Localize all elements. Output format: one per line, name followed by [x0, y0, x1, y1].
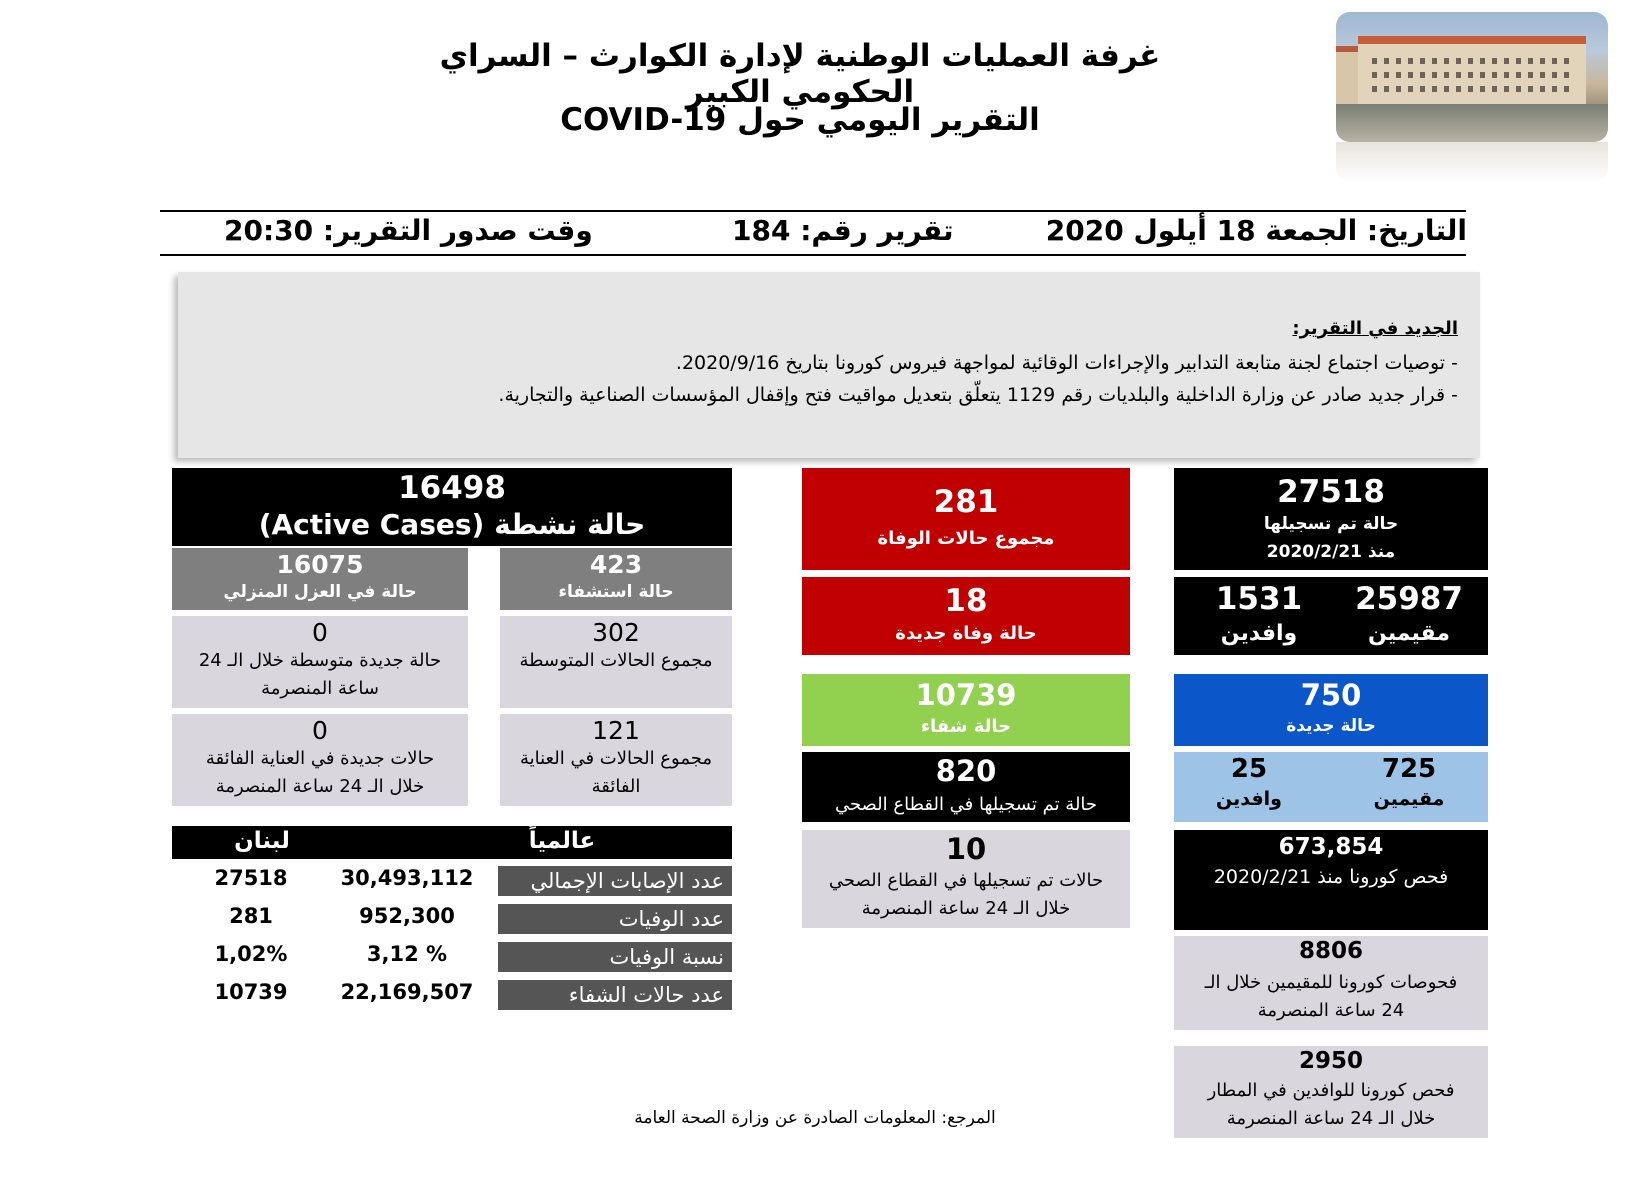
stats-row-global: 22,169,507 — [340, 980, 474, 1004]
health-sector-new-label: حالات تم تسجيلها في القطاع الصحي — [828, 870, 1104, 891]
news-title: الجديد في التقرير: — [1292, 318, 1458, 339]
new-cases-box: 750 حالة جديدة — [1174, 674, 1488, 746]
health-sector-new-period: خلال الـ 24 ساعة المنصرمة — [861, 898, 1071, 919]
icu-total-label-cont: الفائقة — [591, 776, 641, 797]
moderate-new-value: 0 — [312, 618, 328, 647]
new-cases-label: حالة جديدة — [1286, 716, 1376, 736]
recovered-box: 10739 حالة شفاء — [802, 674, 1130, 746]
source-reference: المرجع: المعلومات الصادرة عن وزارة الصحة… — [634, 1108, 996, 1128]
stats-row-lebanon: 1,02% — [214, 942, 288, 966]
hospital-label: حالة استشفاء — [558, 582, 674, 602]
report-time: وقت صدور التقرير: 20:30 — [224, 214, 593, 247]
new-residents-value: 725 — [1381, 754, 1437, 784]
icu-new-period: خلال الـ 24 ساعة المنصرمة — [215, 776, 425, 797]
recovered-value: 10739 — [915, 678, 1017, 712]
stats-row-global: 3,12 % — [366, 942, 448, 966]
col-global-header: عالمياً — [528, 828, 596, 854]
new-deaths-label: حالة وفاة جديدة — [895, 623, 1037, 644]
active-cases-box: 16498 حالة نشطة (Active Cases) — [172, 468, 732, 546]
tests-airport-value: 2950 — [1298, 1048, 1363, 1074]
health-sector-new-value: 10 — [945, 832, 987, 866]
stats-table-header: عالمياً لبنان — [172, 826, 732, 859]
total-deaths-box: 281 مجموع حالات الوفاة — [802, 468, 1130, 570]
residents-arrivals-box: 25987 مقيمين 1531 وافدين — [1174, 577, 1488, 655]
total-deaths-label: مجموع حالات الوفاة — [877, 528, 1055, 549]
active-cases-value: 16498 — [398, 470, 506, 506]
news-box: الجديد في التقرير: - توصيات اجتماع لجنة … — [178, 272, 1480, 458]
moderate-total-value: 302 — [592, 618, 640, 647]
total-cases-label: حالة تم تسجيلها — [1263, 514, 1399, 534]
icu-new-box: 0 حالات جديدة في العناية الفائقة خلال ال… — [172, 714, 468, 806]
stats-row-global: 952,300 — [359, 904, 455, 928]
tests-residents-label: فحوصات كورونا للمقيمين خلال الـ — [1204, 972, 1458, 993]
icu-total-value: 121 — [592, 716, 640, 745]
recovered-label: حالة شفاء — [920, 716, 1012, 737]
home-isolation-label: حالة في العزل المنزلي — [223, 582, 417, 602]
arrivals-label: وافدين — [1220, 621, 1298, 646]
grand-serail-photo — [1336, 12, 1608, 142]
total-cases-box: 27518 حالة تم تسجيلها منذ 2020/2/21 — [1174, 468, 1488, 570]
tests-residents-period: 24 ساعة المنصرمة — [1257, 1000, 1405, 1021]
stats-row-global: 30,493,112 — [340, 866, 474, 890]
report-number: تقرير رقم: 184 — [732, 214, 954, 247]
divider-bottom — [160, 254, 1466, 256]
news-item: - قرار جديد صادر عن وزارة الداخلية والبل… — [498, 384, 1458, 406]
health-sector-new-box: 10 حالات تم تسجيلها في القطاع الصحي خلال… — [802, 830, 1130, 928]
tests-total-value: 673,854 — [1278, 834, 1384, 860]
divider-top — [160, 210, 1466, 212]
health-sector-label: حالة تم تسجيلها في القطاع الصحي — [834, 794, 1098, 815]
health-sector-value: 820 — [935, 754, 997, 788]
icu-total-box: 121 مجموع الحالات في العناية الفائقة — [500, 714, 732, 806]
new-arrivals-label: وافدين — [1216, 788, 1282, 810]
report-subtitle: التقرير اليومي حول COVID-19 — [560, 102, 1040, 138]
new-residents-arrivals-box: 725 مقيمين 25 وافدين — [1174, 752, 1488, 822]
moderate-total-box: 302 مجموع الحالات المتوسطة — [500, 616, 732, 708]
report-title: غرفة العمليات الوطنية لإدارة الكوارث – ا… — [439, 38, 1161, 110]
tests-residents-box: 8806 فحوصات كورونا للمقيمين خلال الـ 24 … — [1174, 936, 1488, 1030]
hospital-value: 423 — [589, 550, 643, 579]
tests-airport-period: خلال الـ 24 ساعة المنصرمة — [1226, 1108, 1436, 1129]
news-item: - توصيات اجتماع لجنة متابعة التدابير وال… — [675, 352, 1458, 374]
moderate-total-label: مجموع الحالات المتوسطة — [519, 650, 713, 671]
icu-new-label: حالات جديدة في العناية الفائقة — [205, 748, 435, 769]
stats-row-label: عدد الوفيات — [498, 904, 732, 934]
arrivals-value: 1531 — [1215, 581, 1303, 617]
stats-row-lebanon: 27518 — [214, 866, 288, 890]
home-isolation-box: 16075 حالة في العزل المنزلي — [172, 548, 468, 610]
stats-row-lebanon: 10739 — [214, 980, 288, 1004]
tests-airport-box: 2950 فحص كورونا للوافدين في المطار خلال … — [1174, 1046, 1488, 1138]
moderate-new-box: 0 حالة جديدة متوسطة خلال الـ 24 ساعة الم… — [172, 616, 468, 708]
tests-total-label: فحص كورونا منذ 2020/2/21 — [1213, 866, 1449, 888]
residents-label: مقيمين — [1368, 621, 1450, 646]
total-deaths-value: 281 — [933, 484, 999, 520]
stats-row-label: عدد حالات الشفاء — [498, 980, 732, 1010]
col-lebanon-header: لبنان — [234, 828, 290, 854]
stats-row-label: عدد الإصابات الإجمالي — [498, 866, 732, 896]
health-sector-box: 820 حالة تم تسجيلها في القطاع الصحي — [802, 752, 1130, 822]
total-cases-since: منذ 2020/2/21 — [1266, 542, 1396, 562]
stats-row-label: نسبة الوفيات — [498, 942, 732, 972]
new-cases-value: 750 — [1300, 678, 1362, 712]
moderate-new-period: ساعة المنصرمة — [261, 678, 379, 699]
icu-new-value: 0 — [312, 716, 328, 745]
icu-total-label: مجموع الحالات في العناية — [519, 748, 713, 769]
new-deaths-box: 18 حالة وفاة جديدة — [802, 577, 1130, 655]
tests-airport-label: فحص كورونا للوافدين في المطار — [1207, 1080, 1455, 1101]
residents-value: 25987 — [1355, 581, 1463, 617]
tests-total-box: 673,854 فحص كورونا منذ 2020/2/21 — [1174, 830, 1488, 930]
tests-residents-value: 8806 — [1298, 938, 1363, 964]
report-date: التاريخ: الجمعة 18 أيلول 2020 — [1045, 214, 1467, 247]
new-arrivals-value: 25 — [1230, 754, 1268, 784]
moderate-new-label: حالة جديدة متوسطة خلال الـ 24 — [198, 650, 442, 671]
total-cases-value: 27518 — [1277, 474, 1385, 510]
home-isolation-value: 16075 — [276, 550, 364, 579]
photo-reflection — [1336, 142, 1608, 182]
active-cases-label: حالة نشطة (Active Cases) — [258, 508, 646, 541]
new-deaths-value: 18 — [944, 583, 988, 619]
hospital-box: 423 حالة استشفاء — [500, 548, 732, 610]
new-residents-label: مقيمين — [1373, 788, 1445, 810]
stats-row-lebanon: 281 — [229, 904, 273, 928]
